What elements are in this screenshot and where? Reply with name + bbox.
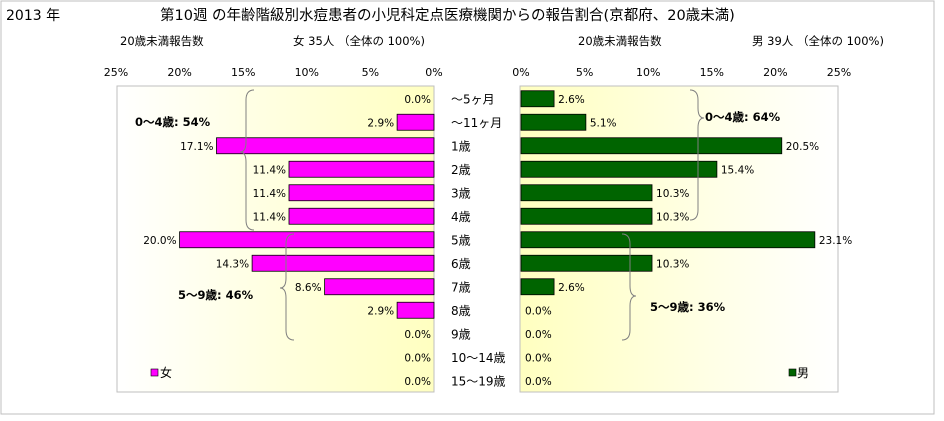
right-bar xyxy=(520,160,718,178)
left-tick-label: 25% xyxy=(104,66,128,79)
left-brace-5-9 xyxy=(279,233,295,341)
right-data-labels: 2.6% 5.1% 20.5% 15.4% 10.3% 10.3% 23.1% 10.3% 2.… xyxy=(525,94,852,388)
category-label: 9歳 xyxy=(451,327,471,341)
right-subtitle-total: 男 39人 （全体の 100%) xyxy=(752,34,884,48)
right-bar xyxy=(520,90,555,108)
right-bar xyxy=(520,184,653,202)
left-data-label: 11.4% xyxy=(253,164,286,176)
right-data-label: 10.3% xyxy=(656,211,689,223)
left-data-label: 11.4% xyxy=(253,188,286,200)
right-data-label: 10.3% xyxy=(656,188,689,200)
right-annotation-0-4: 0～4歳: 64% xyxy=(705,110,781,124)
right-bar xyxy=(520,278,555,296)
left-data-label: 2.9% xyxy=(367,117,394,129)
left-bar xyxy=(396,301,435,319)
right-bar xyxy=(520,113,587,131)
right-legend-label: 男 xyxy=(797,366,809,380)
right-legend-swatch xyxy=(788,368,797,377)
right-brace-0-4 xyxy=(689,89,705,221)
right-data-label: 0.0% xyxy=(525,376,552,388)
left-bar xyxy=(288,207,435,225)
left-annotation-0-4: 0～4歳: 54% xyxy=(135,115,211,129)
right-tick-label: 5% xyxy=(576,66,593,79)
chart-title: 第10週 の年齢階級別水痘患者の小児科定点医療機関からの報告割合(京都府、20歳… xyxy=(160,6,735,24)
right-data-label: 20.5% xyxy=(786,141,819,153)
right-bar xyxy=(520,207,653,225)
left-data-label: 17.1% xyxy=(180,141,213,153)
left-bar xyxy=(179,231,435,249)
right-data-label: 2.6% xyxy=(558,94,585,106)
right-data-label: 0.0% xyxy=(525,305,552,317)
right-axis-ticks: 0% 5% 10% 15% 20% 25% xyxy=(512,66,851,79)
left-annotation-5-9: 5～9歳: 46% xyxy=(178,288,254,302)
left-data-label: 0.0% xyxy=(404,329,431,341)
right-bar xyxy=(520,254,653,272)
left-data-label: 20.0% xyxy=(143,235,176,247)
category-label: 4歳 xyxy=(451,210,471,224)
left-data-label: 8.6% xyxy=(295,282,322,294)
left-bar xyxy=(288,160,435,178)
right-data-label: 0.0% xyxy=(525,352,552,364)
left-data-label: 14.3% xyxy=(216,258,249,270)
category-label: 8歳 xyxy=(451,304,471,318)
category-label: ～5ヶ月 xyxy=(451,92,495,106)
right-tick-label: 10% xyxy=(636,66,660,79)
right-tick-label: 25% xyxy=(827,66,851,79)
right-data-label: 0.0% xyxy=(525,329,552,341)
right-data-label: 10.3% xyxy=(656,258,689,270)
left-tick-label: 20% xyxy=(167,66,191,79)
left-data-label: 0.0% xyxy=(404,94,431,106)
right-data-label: 23.1% xyxy=(819,235,852,247)
category-label: 2歳 xyxy=(451,163,471,177)
right-bar xyxy=(520,231,816,249)
left-data-label: 0.0% xyxy=(404,352,431,364)
right-data-label: 5.1% xyxy=(590,117,617,129)
left-legend-label: 女 xyxy=(160,365,172,380)
category-label: 7歳 xyxy=(451,280,471,294)
left-data-label: 11.4% xyxy=(253,211,286,223)
left-data-label: 2.9% xyxy=(367,305,394,317)
left-tick-label: 15% xyxy=(231,66,255,79)
category-labels: ～5ヶ月 ～11ヶ月 1歳 2歳 3歳 4歳 5歳 6歳 7歳 8歳 9歳 10～14歳 15～19歳 xyxy=(451,92,506,388)
category-label: 15～19歳 xyxy=(451,374,506,388)
left-bars xyxy=(179,113,435,319)
right-bars xyxy=(520,90,816,296)
left-subtitle-total: 女 35人 （全体の 100%) xyxy=(293,34,425,48)
left-bar xyxy=(251,254,435,272)
right-tick-label: 15% xyxy=(700,66,724,79)
right-subtitle-count: 20歳未満報告数 xyxy=(578,34,662,48)
left-bar xyxy=(396,113,435,131)
outer-border xyxy=(0,0,935,415)
right-annotation-5-9: 5～9歳: 36% xyxy=(650,300,726,314)
category-label: 1歳 xyxy=(451,139,471,153)
right-data-label: 2.6% xyxy=(558,282,585,294)
left-legend-swatch xyxy=(150,368,159,377)
category-label: 3歳 xyxy=(451,186,471,200)
left-tick-label: 0% xyxy=(425,66,442,79)
left-subtitle-count: 20歳未満報告数 xyxy=(120,34,204,48)
left-data-label: 0.0% xyxy=(404,376,431,388)
right-tick-label: 0% xyxy=(512,66,529,79)
category-label: 10～14歳 xyxy=(451,351,506,365)
left-bar xyxy=(216,137,435,155)
right-data-label: 15.4% xyxy=(721,164,754,176)
left-bar xyxy=(288,184,435,202)
left-tick-label: 5% xyxy=(362,66,379,79)
year-label: 2013 年 xyxy=(6,8,60,24)
left-data-labels: 0.0% 2.9% 17.1% 11.4% 11.4% 11.4% 20.0% 14.3% 8.… xyxy=(143,94,431,388)
right-bar xyxy=(520,137,783,155)
category-label: ～11ヶ月 xyxy=(451,116,502,130)
category-label: 5歳 xyxy=(451,233,471,247)
right-tick-label: 20% xyxy=(763,66,787,79)
left-tick-label: 10% xyxy=(295,66,319,79)
left-brace-0-4 xyxy=(239,89,255,231)
right-brace-5-9 xyxy=(621,233,637,341)
left-axis-ticks: 25% 20% 15% 10% 5% 0% xyxy=(104,66,443,79)
left-bar xyxy=(324,278,435,296)
category-label: 6歳 xyxy=(451,257,471,271)
